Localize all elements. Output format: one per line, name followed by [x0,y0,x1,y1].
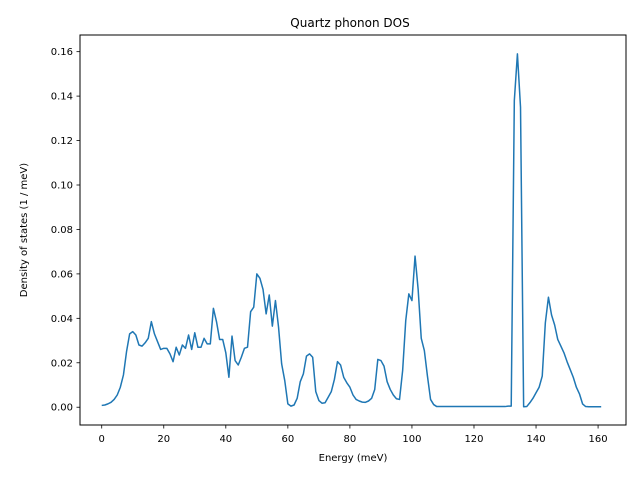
x-tick-label: 120 [464,434,483,445]
x-tick-label: 140 [526,434,545,445]
y-axis-label: Density of states (1 / meV) [19,163,30,297]
y-tick-label: 0.14 [51,92,73,103]
x-tick-label: 80 [344,434,357,445]
x-tick-label: 100 [402,434,421,445]
dos-series-line [101,53,602,408]
x-tick-label: 0 [99,434,105,445]
y-tick-label: 0.04 [51,314,73,325]
y-tick-label: 0.00 [51,403,73,414]
x-tick-label: 60 [281,434,294,445]
x-tick-label: 160 [589,434,608,445]
y-tick-label: 0.12 [51,136,73,147]
x-tick-label: 40 [219,434,232,445]
y-tick-label: 0.02 [51,358,73,369]
y-tick-label: 0.06 [51,269,73,280]
plot-area [101,53,602,408]
axes-frame [79,34,627,426]
y-tick-label: 0.10 [51,181,73,192]
tick-marks [76,51,599,429]
x-tick-label: 20 [157,434,170,445]
chart-title: Quartz phonon DOS [290,16,409,30]
y-tick-label: 0.08 [51,225,73,236]
y-tick-label: 0.16 [51,47,73,58]
x-axis-label: Energy (meV) [319,453,388,464]
